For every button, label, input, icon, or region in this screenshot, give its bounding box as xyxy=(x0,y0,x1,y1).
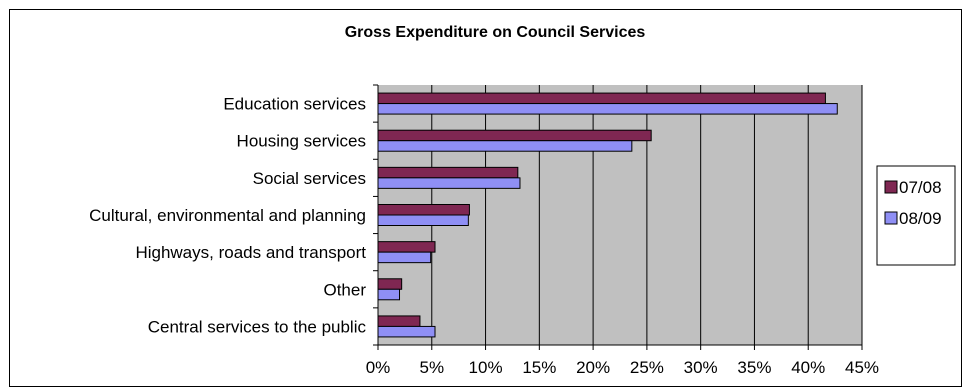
bar xyxy=(377,251,432,264)
x-tick-label: 45% xyxy=(845,358,879,377)
x-tick-label: 10% xyxy=(469,358,503,377)
category-label: Central services to the public xyxy=(148,317,367,336)
x-tick-label: 30% xyxy=(684,358,718,377)
bar xyxy=(377,214,469,226)
bar xyxy=(377,140,633,152)
category-label: Cultural, environmental and planning xyxy=(89,206,366,225)
x-tick-label: 40% xyxy=(791,358,825,377)
category-label: Social services xyxy=(253,169,366,188)
bar xyxy=(377,177,521,189)
bar xyxy=(377,166,519,179)
x-tick-label: 15% xyxy=(522,358,556,377)
category-label: Education services xyxy=(223,95,366,114)
legend-swatch xyxy=(884,211,898,225)
category-label: Other xyxy=(323,280,366,299)
category-label: Housing services xyxy=(237,132,366,151)
legend-swatch xyxy=(884,180,898,194)
bar xyxy=(377,315,421,327)
bar xyxy=(377,325,436,338)
legend-label: 07/08 xyxy=(899,178,942,197)
x-tick-label: 35% xyxy=(737,358,771,377)
category-label: Highways, roads and transport xyxy=(135,243,366,262)
gridlines xyxy=(431,85,863,345)
bar xyxy=(377,92,826,105)
x-tick-labels: 0% 5% 10% 15% 20% 25% 30% 35% 40% 45% xyxy=(366,358,879,377)
bar xyxy=(377,241,436,253)
bar xyxy=(377,288,401,301)
category-labels: Education services Housing services Social… xyxy=(89,95,366,337)
x-tick-label: 5% xyxy=(419,358,444,377)
x-tick-label: 0% xyxy=(366,358,391,377)
bar xyxy=(377,278,403,290)
bars xyxy=(377,92,838,338)
x-tick-label: 20% xyxy=(576,358,610,377)
bar xyxy=(377,103,838,115)
legend: 07/08 08/09 xyxy=(876,165,956,266)
bar xyxy=(377,129,652,142)
bar xyxy=(377,204,470,216)
legend-label: 08/09 xyxy=(899,209,942,228)
x-tick-label: 25% xyxy=(630,358,664,377)
axes xyxy=(373,84,863,350)
chart-title: Gross Expenditure on Council Services xyxy=(345,24,646,41)
